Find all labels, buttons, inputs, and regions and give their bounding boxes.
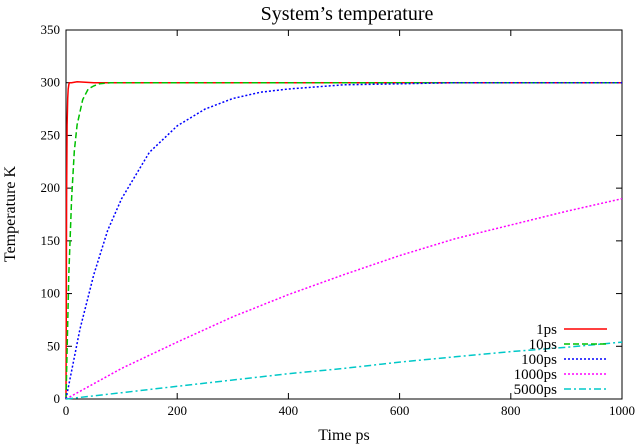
x-tick-label: 1000 [609, 403, 635, 418]
x-tick-label: 0 [63, 403, 70, 418]
x-tick-label: 800 [501, 403, 521, 418]
x-tick-label: 600 [390, 403, 410, 418]
y-tick-label: 150 [41, 233, 61, 248]
legend-label-10ps: 10ps [529, 337, 558, 353]
x-tick-label: 200 [167, 403, 187, 418]
y-tick-label: 200 [41, 180, 61, 195]
series-line-5000ps [65, 341, 623, 400]
y-tick-label: 50 [47, 338, 60, 353]
x-tick-label: 400 [279, 403, 299, 418]
legend-label-1ps: 1ps [536, 322, 557, 338]
legend-label-5000ps: 5000ps [514, 382, 558, 398]
x-axis-label: Time ps [318, 427, 369, 444]
series-line-1000ps [65, 197, 623, 400]
y-tick-label: 300 [41, 75, 61, 90]
chart-title: System’s temperature [261, 3, 434, 25]
legend-label-100ps: 100ps [521, 352, 557, 368]
y-axis-label: Temperature K [2, 165, 19, 262]
x-axis-ticks: 0 200 400 600 800 1000 [63, 30, 635, 418]
y-tick-label: 350 [41, 22, 61, 37]
y-tick-label: 100 [41, 286, 61, 301]
y-tick-label: 250 [41, 127, 61, 142]
series-lines [65, 80, 623, 400]
legend-label-1000ps: 1000ps [514, 367, 558, 383]
y-tick-label: 0 [54, 391, 61, 406]
series-line-100ps [65, 81, 622, 400]
